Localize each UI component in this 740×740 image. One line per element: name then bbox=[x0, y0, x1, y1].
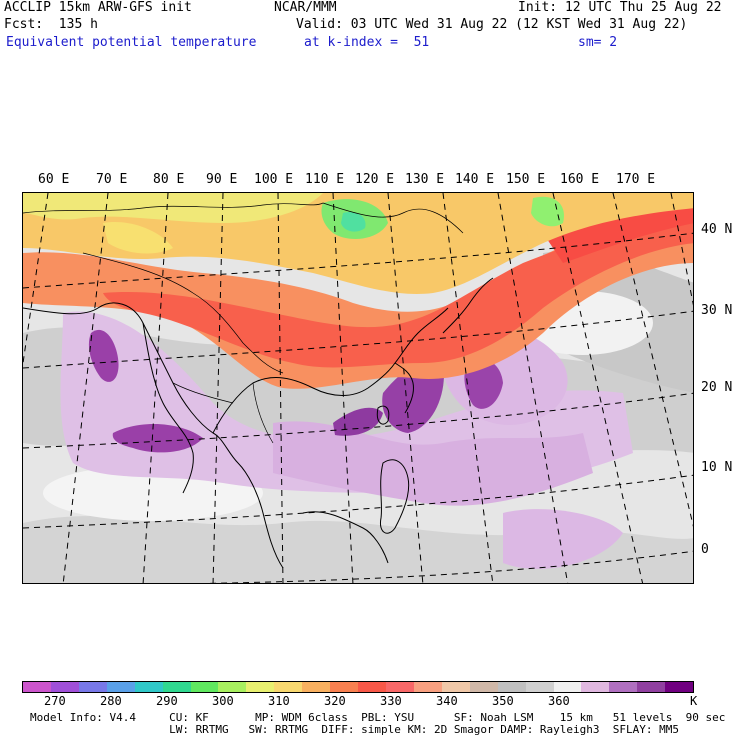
colorbar-swatch bbox=[302, 682, 331, 692]
colorbar-swatch bbox=[190, 682, 219, 692]
colorbar-tick: 290 bbox=[156, 694, 178, 708]
colorbar-swatch bbox=[525, 682, 554, 692]
lon-label: 90 E bbox=[206, 172, 238, 187]
lon-label: 70 E bbox=[96, 172, 128, 187]
colorbar-swatch bbox=[358, 682, 386, 692]
colorbar-swatch bbox=[23, 682, 51, 692]
colorbar-swatch bbox=[134, 682, 163, 692]
colorbar-swatch bbox=[246, 682, 275, 692]
lavender-field bbox=[273, 421, 593, 506]
lat-label: 10 N bbox=[701, 460, 733, 475]
lon-label: 130 E bbox=[405, 172, 445, 187]
lat-label: 20 N bbox=[701, 380, 733, 395]
lon-label: 160 E bbox=[560, 172, 600, 187]
lon-label: 80 E bbox=[153, 172, 185, 187]
model-info-line2: LW: RRTMG SW: RRTMG DIFF: simple KM: 2D … bbox=[30, 723, 680, 736]
colorbar-tick: 270 bbox=[44, 694, 66, 708]
colorbar-swatch bbox=[274, 682, 303, 692]
field-name: Equivalent potential temperature bbox=[6, 35, 257, 50]
yellow-band bbox=[23, 193, 323, 223]
colorbar-swatch bbox=[162, 682, 191, 692]
colorbar-tick: 330 bbox=[380, 694, 402, 708]
colorbar-swatch bbox=[665, 682, 694, 692]
lon-label: 140 E bbox=[455, 172, 495, 187]
colorbar-swatch bbox=[50, 682, 79, 692]
red-band bbox=[543, 201, 693, 263]
colorbar bbox=[22, 681, 694, 693]
colorbar-swatch bbox=[581, 682, 610, 692]
coastlines bbox=[23, 277, 494, 569]
lat-label: 30 N bbox=[701, 303, 733, 318]
lon-label: 100 E bbox=[254, 172, 294, 187]
valid-time: Valid: 03 UTC Wed 31 Aug 22 (12 KST Wed … bbox=[296, 17, 688, 32]
colorbar-tick: 340 bbox=[436, 694, 458, 708]
colorbar-swatch bbox=[385, 682, 414, 692]
lon-label: 110 E bbox=[305, 172, 345, 187]
theta-e-map bbox=[22, 192, 694, 584]
lon-label: 170 E bbox=[616, 172, 656, 187]
lat-label: 40 N bbox=[701, 222, 733, 237]
purple-core bbox=[88, 329, 119, 382]
level-label: at k-index = 51 bbox=[304, 35, 430, 50]
colorbar-swatch bbox=[553, 682, 582, 692]
colorbar-swatch bbox=[609, 682, 638, 692]
colorbar-tick: 320 bbox=[324, 694, 346, 708]
colorbar-tick: 310 bbox=[268, 694, 290, 708]
colorbar-swatch bbox=[218, 682, 247, 692]
model-title: ACCLIP 15km ARW-GFS init bbox=[4, 0, 192, 15]
colorbar-tick: 280 bbox=[100, 694, 122, 708]
borders bbox=[23, 202, 464, 444]
colorbar-tick: 350 bbox=[492, 694, 514, 708]
red-band bbox=[103, 218, 693, 368]
init-time: Init: 12 UTC Thu 25 Aug 22 bbox=[518, 0, 722, 15]
colorbar-swatch bbox=[78, 682, 107, 692]
colorbar-tick: 300 bbox=[212, 694, 234, 708]
colorbar-swatch bbox=[497, 682, 526, 692]
colorbar-tick: 360 bbox=[548, 694, 570, 708]
lat-label: 0 bbox=[701, 542, 709, 557]
smoothing-label: sm= 2 bbox=[578, 35, 618, 50]
purple-core bbox=[112, 423, 203, 453]
yellow-band bbox=[103, 222, 173, 254]
lon-label: 60 E bbox=[38, 172, 70, 187]
forecast-hour: Fcst: 135 h bbox=[4, 17, 98, 32]
map-canvas bbox=[23, 193, 693, 583]
colorbar-swatch bbox=[413, 682, 442, 692]
colorbar-swatch bbox=[330, 682, 359, 692]
lon-label: 120 E bbox=[355, 172, 395, 187]
colorbar-swatch bbox=[469, 682, 498, 692]
green-pocket bbox=[341, 212, 366, 232]
colorbar-swatch bbox=[637, 682, 666, 692]
lon-label: 150 E bbox=[506, 172, 546, 187]
colorbar-swatch bbox=[441, 682, 470, 692]
organization-label: NCAR/MMM bbox=[274, 0, 337, 15]
model-info-line1: Model Info: V4.4 CU: KF MP: WDM 6class P… bbox=[30, 711, 726, 724]
colorbar-swatch bbox=[106, 682, 135, 692]
colorbar-unit: K bbox=[690, 694, 698, 708]
graticule bbox=[23, 193, 693, 583]
lavender-field bbox=[503, 509, 623, 569]
